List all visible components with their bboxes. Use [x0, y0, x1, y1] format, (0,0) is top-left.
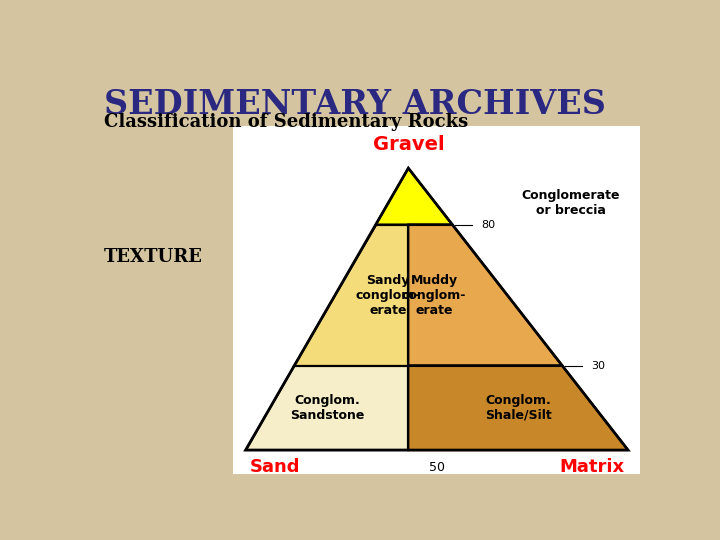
Text: Sandy
conglom-
erate: Sandy conglom- erate: [356, 274, 420, 316]
Text: Classification of Sedimentary Rocks: Classification of Sedimentary Rocks: [104, 112, 468, 131]
Polygon shape: [376, 168, 452, 225]
Text: Conglom.
Sandstone: Conglom. Sandstone: [289, 394, 364, 422]
Text: Gravel: Gravel: [372, 136, 444, 154]
Polygon shape: [294, 225, 408, 366]
Text: SEDIMENTARY ARCHIVES: SEDIMENTARY ARCHIVES: [104, 88, 606, 121]
Text: Conglom.
Shale/Silt: Conglom. Shale/Silt: [485, 394, 552, 422]
Polygon shape: [246, 366, 408, 450]
Text: 30: 30: [592, 361, 606, 370]
Text: 80: 80: [482, 220, 496, 229]
Bar: [233, 126, 640, 475]
Text: Sand: Sand: [249, 458, 300, 476]
Text: TEXTURE: TEXTURE: [104, 248, 203, 266]
Polygon shape: [408, 225, 562, 366]
Polygon shape: [408, 366, 628, 450]
Text: Matrix: Matrix: [559, 458, 624, 476]
Text: 50: 50: [429, 461, 445, 474]
Text: Muddy
conglom-
erate: Muddy conglom- erate: [402, 274, 467, 316]
Text: Conglomerate
or breccia: Conglomerate or breccia: [522, 189, 621, 217]
